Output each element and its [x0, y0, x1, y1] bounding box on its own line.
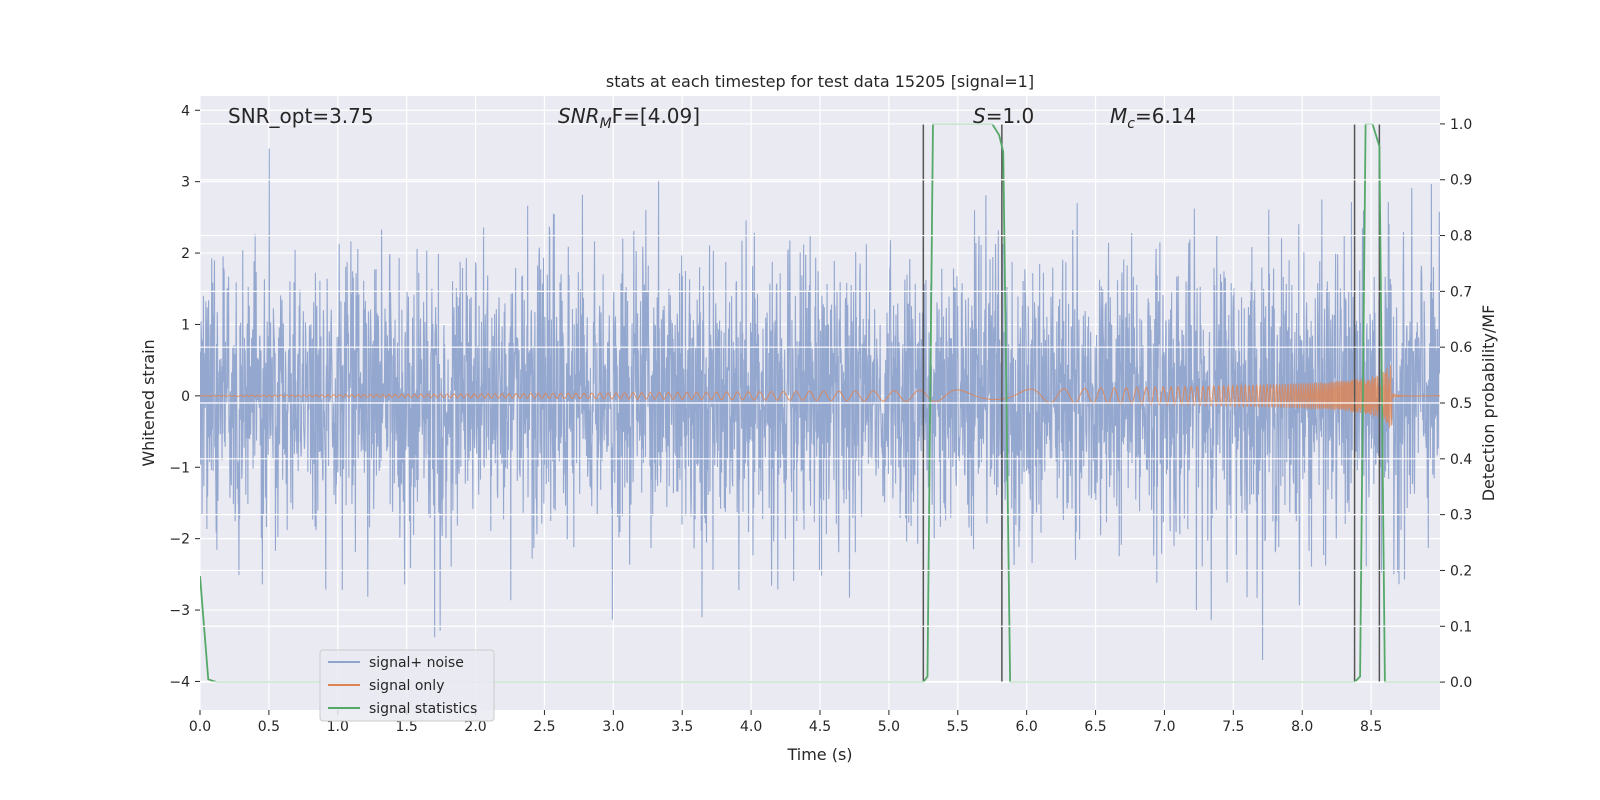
x-tick-label: 5.0 — [878, 719, 900, 735]
y2-tick-label: 1.0 — [1450, 117, 1472, 133]
y2-tick-label: 0.3 — [1450, 508, 1472, 524]
x-tick-label: 3.0 — [602, 719, 624, 735]
x-tick-label: 6.5 — [1084, 719, 1106, 735]
y-tick-label: 4 — [181, 103, 190, 119]
x-tick-label: 8.5 — [1360, 719, 1382, 735]
y2-axis-label: Detection probability/MF — [1479, 305, 1498, 502]
y2-tick-label: 0.8 — [1450, 229, 1472, 245]
x-tick-label: 3.5 — [671, 719, 693, 735]
x-tick-label: 2.5 — [533, 719, 555, 735]
y2-tick-label: 0.2 — [1450, 563, 1472, 579]
legend-label-signal-only: signal only — [369, 678, 444, 694]
legend-label-signal-statistics: signal statistics — [369, 701, 477, 717]
y-tick-label: 3 — [181, 175, 190, 191]
x-tick-label: 4.5 — [809, 719, 831, 735]
y2-tick-label: 0.7 — [1450, 284, 1472, 300]
x-tick-label: 1.0 — [327, 719, 349, 735]
y-tick-label: −3 — [169, 603, 190, 619]
y2-tick-label: 0.1 — [1450, 619, 1472, 635]
snr-mf-base: SNR — [558, 104, 600, 128]
signal-only-line — [200, 364, 1440, 428]
mc-sub: c — [1127, 116, 1135, 132]
snr-mf-rest: F=[4.09] — [612, 104, 700, 128]
mc-symbol: M — [1110, 104, 1127, 128]
legend: signal+ noise signal only signal statist… — [319, 649, 495, 722]
y-tick-label: −4 — [169, 674, 190, 690]
s-annotation: S=1.0 — [973, 104, 1034, 128]
y2-ticks: 1.0 0.9 0.8 0.7 0.6 0.5 0.4 0.3 0.2 0.1 0.0 — [1440, 117, 1472, 691]
s-value: =1.0 — [986, 104, 1035, 128]
x-tick-label: 5.5 — [947, 719, 969, 735]
y-tick-label: 0 — [181, 389, 190, 405]
x-ticks: 0.0 0.5 1.0 1.5 2.0 2.5 3.0 3.5 4.0 4.5 5.0 5.5 6.0 6… — [189, 710, 1382, 735]
signal-noise-line — [200, 148, 1440, 661]
s-symbol: S — [973, 104, 986, 128]
y-tick-label: −1 — [169, 460, 190, 476]
x-tick-label: 1.5 — [396, 719, 418, 735]
mc-annotation: Mc=6.14 — [1110, 104, 1196, 132]
chart-title: stats at each timestep for test data 152… — [606, 72, 1034, 91]
y2-tick-label: 0.0 — [1450, 675, 1472, 691]
x-tick-label: 4.0 — [740, 719, 762, 735]
x-tick-label: 2.0 — [464, 719, 486, 735]
y2-tick-label: 0.6 — [1450, 340, 1472, 356]
x-tick-label: 7.5 — [1222, 719, 1244, 735]
snr-opt-annotation: SNR_opt=3.75 — [228, 104, 374, 128]
y2-tick-label: 0.4 — [1450, 452, 1472, 468]
snr-mf-sub: M — [600, 116, 612, 132]
y-ticks: 4 3 2 1 0 −1 −2 −3 −4 — [169, 103, 200, 690]
y2-grid — [200, 123, 1440, 683]
legend-box — [319, 649, 495, 722]
x-tick-label: 8.0 — [1291, 719, 1313, 735]
x-tick-label: 6.0 — [1016, 719, 1038, 735]
legend-label-signal-noise: signal+ noise — [369, 655, 464, 671]
y-tick-label: 2 — [181, 246, 190, 262]
y2-tick-label: 0.5 — [1450, 396, 1472, 412]
mc-value: =6.14 — [1135, 104, 1196, 128]
x-tick-label: 0.0 — [189, 719, 211, 735]
y2-tick-label: 0.9 — [1450, 173, 1472, 189]
x-axis-label: Time (s) — [786, 745, 852, 764]
y-tick-label: 1 — [181, 317, 190, 333]
y-tick-label: −2 — [169, 532, 190, 548]
x-tick-label: 7.0 — [1153, 719, 1175, 735]
snr-mf-annotation: SNRMF=[4.09] — [558, 104, 700, 132]
y-axis-label: Whitened strain — [139, 339, 158, 466]
x-tick-label: 0.5 — [258, 719, 280, 735]
